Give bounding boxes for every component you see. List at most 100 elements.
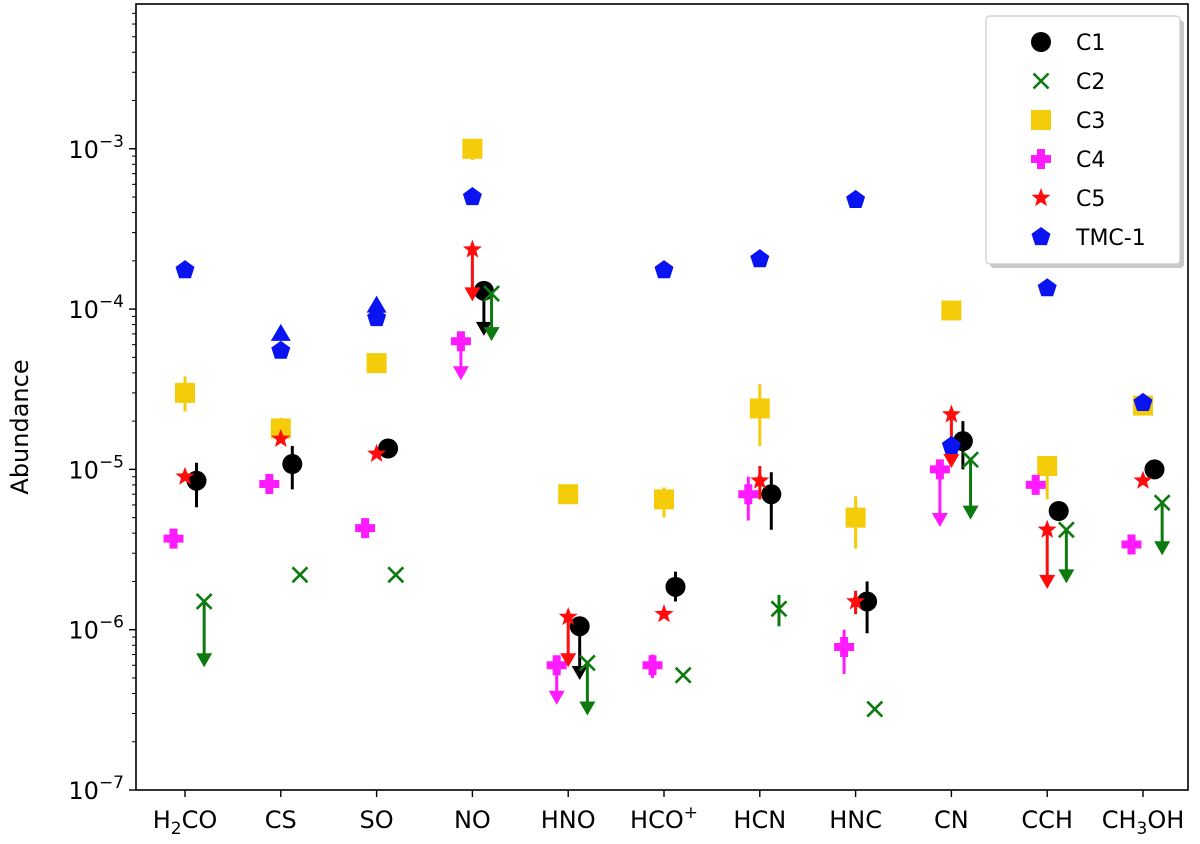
upper-limit-arrow <box>571 665 588 680</box>
upper-limit-arrow <box>196 653 213 668</box>
x-stroke <box>962 451 979 469</box>
x-stroke <box>291 566 309 584</box>
plus-marker <box>1025 474 1046 495</box>
x-marker <box>291 566 309 584</box>
triangle-marker <box>366 295 387 313</box>
square-marker <box>941 300 962 321</box>
upper-limit-arrow <box>560 653 577 668</box>
circle-marker <box>282 454 303 475</box>
plus-marker <box>546 655 567 676</box>
x-marker <box>1032 72 1050 90</box>
x-marker <box>483 285 500 302</box>
y-tick-label: 10−6 <box>68 613 124 645</box>
pentagon-marker <box>846 189 866 208</box>
pentagon-marker <box>462 187 482 206</box>
plus-marker <box>929 459 950 480</box>
x-tick-label: H2CO <box>153 806 218 839</box>
plus-marker <box>834 636 855 657</box>
square-marker <box>366 353 387 374</box>
square-marker <box>654 489 674 510</box>
plus-marker <box>1031 149 1051 169</box>
x-marker <box>674 666 692 684</box>
x-stroke <box>195 593 213 610</box>
star-marker <box>175 466 195 485</box>
x-stroke <box>770 600 788 618</box>
pentagon-marker <box>750 249 770 268</box>
legend-label: C3 <box>1076 109 1105 134</box>
y-tick-label: 10−5 <box>68 452 124 484</box>
x-stroke <box>483 285 500 302</box>
y-tick-label: 10−4 <box>68 292 124 324</box>
upper-limit-arrow <box>475 321 492 336</box>
upper-limit-arrow <box>483 327 500 342</box>
plus-marker <box>642 655 663 676</box>
x-stroke <box>1153 494 1171 512</box>
y-axis-label: Abundance <box>6 359 34 494</box>
pentagon-marker <box>175 260 195 279</box>
legend-label: TMC-1 <box>1075 226 1146 251</box>
upper-limit-arrow <box>962 505 979 520</box>
x-tick-label: HNO <box>541 806 596 834</box>
x-tick-label: CN <box>934 806 969 834</box>
x-marker <box>195 593 213 610</box>
circle-marker <box>378 438 399 459</box>
square-marker <box>270 418 291 439</box>
x-tick-label: CS <box>265 806 297 834</box>
triangle-marker <box>270 323 291 341</box>
x-marker <box>866 700 884 718</box>
pentagon-marker <box>1037 278 1057 297</box>
circle-marker <box>761 484 782 505</box>
plus-marker <box>355 518 376 539</box>
square-marker <box>462 138 483 159</box>
series-c5 <box>175 239 1153 668</box>
star-marker <box>462 239 482 258</box>
square-marker <box>558 484 579 505</box>
pentagon-marker <box>941 435 961 455</box>
x-marker <box>578 654 596 672</box>
pentagon-marker <box>271 340 291 359</box>
star-marker <box>846 591 866 610</box>
circle-marker <box>569 616 590 637</box>
x-tick-label: CCH <box>1021 806 1073 834</box>
pentagon-marker <box>654 260 674 279</box>
star-marker <box>558 607 578 626</box>
star-marker <box>654 604 674 623</box>
upper-limit-arrow <box>1039 574 1056 589</box>
plus-marker <box>163 528 184 549</box>
plus-marker <box>1121 534 1142 555</box>
series-c4 <box>163 331 1142 705</box>
circle-marker <box>665 576 686 597</box>
x-marker <box>770 600 788 618</box>
upper-limit-arrow <box>464 287 481 302</box>
series-c1 <box>186 280 1165 680</box>
x-marker <box>387 566 405 584</box>
plot-frame <box>135 3 1189 791</box>
x-stroke <box>387 566 405 584</box>
x-marker <box>1057 521 1075 539</box>
y-tick-label: 10−7 <box>68 773 124 805</box>
star-marker <box>941 404 961 423</box>
series-c2 <box>195 285 1171 718</box>
x-stroke <box>866 700 884 718</box>
x-tick-label: NO <box>454 806 491 834</box>
square-marker <box>1037 455 1058 476</box>
circle-marker <box>1031 32 1051 52</box>
x-stroke <box>1032 72 1050 90</box>
x-marker <box>1153 494 1171 512</box>
x-tick-label: HCN <box>733 806 786 834</box>
legend-label: C5 <box>1076 187 1105 212</box>
star-marker <box>750 470 770 489</box>
x-tick-label: CH3OH <box>1102 806 1185 839</box>
upper-limit-arrow <box>579 701 596 716</box>
star-marker <box>1133 470 1153 489</box>
star-marker <box>271 428 291 447</box>
star-marker <box>1031 188 1051 207</box>
square-marker <box>749 398 770 419</box>
square-marker <box>175 382 195 403</box>
plus-marker <box>450 331 471 352</box>
square-marker <box>1031 110 1051 130</box>
upper-limit-arrow <box>931 512 948 527</box>
upper-limit-arrow <box>1058 569 1075 584</box>
series-c3 <box>175 138 1153 549</box>
